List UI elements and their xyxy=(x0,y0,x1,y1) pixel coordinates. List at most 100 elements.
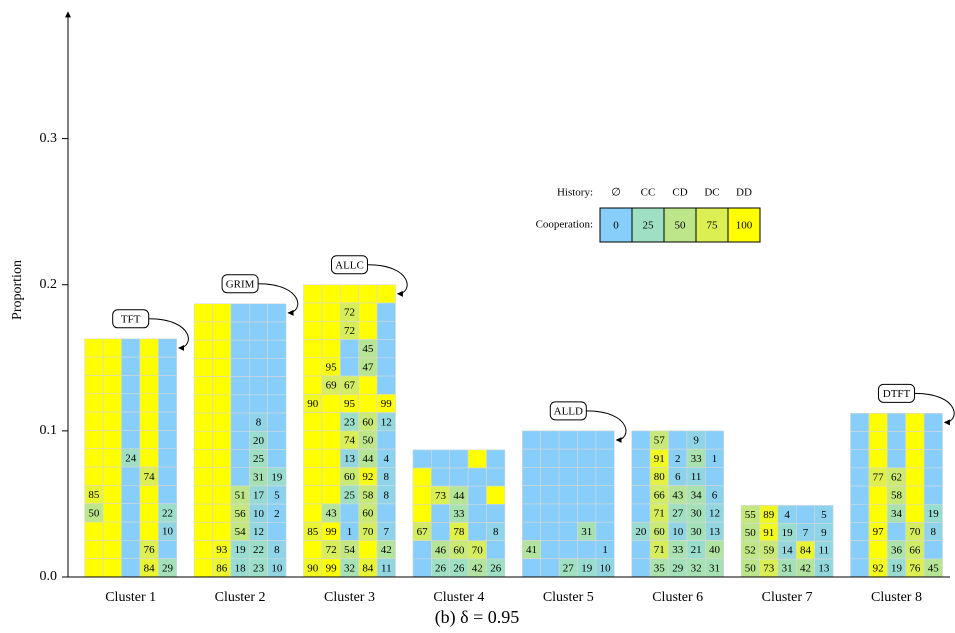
cell xyxy=(267,522,287,541)
cell xyxy=(923,485,943,505)
y-tick-label: 0.2 xyxy=(40,277,58,292)
cell xyxy=(139,503,159,523)
strategy-arrow xyxy=(258,283,299,316)
cell-value: 13 xyxy=(709,526,721,538)
cell xyxy=(850,558,870,578)
cell-value: 84 xyxy=(144,562,156,574)
cell xyxy=(139,375,159,395)
cell xyxy=(868,485,888,505)
cell xyxy=(540,448,560,468)
cell-value: 92 xyxy=(362,471,373,483)
cell xyxy=(923,449,943,469)
cell xyxy=(358,284,378,304)
cell xyxy=(267,449,287,468)
cell xyxy=(139,338,159,358)
cell-value: 42 xyxy=(472,562,483,574)
cell xyxy=(595,448,615,468)
cell-value: 86 xyxy=(216,562,228,574)
cell xyxy=(595,503,615,523)
cell-value: 19 xyxy=(782,527,794,539)
cell-value: 18 xyxy=(235,562,247,574)
cell-value: 12 xyxy=(253,526,264,538)
cell-value: 67 xyxy=(417,526,429,538)
cell xyxy=(303,467,323,486)
cell-value: 34 xyxy=(891,508,903,520)
cell xyxy=(84,356,104,376)
cell xyxy=(595,467,615,486)
cell xyxy=(212,522,232,541)
cell xyxy=(303,540,323,560)
cell-value: 7 xyxy=(803,527,809,539)
cell-value: 76 xyxy=(909,562,921,574)
cell-value: 23 xyxy=(344,416,356,428)
cell xyxy=(321,485,341,505)
cell xyxy=(267,412,287,432)
cell xyxy=(84,558,104,578)
strategy-arrow xyxy=(586,410,627,443)
cell xyxy=(540,485,560,505)
cell-value: 47 xyxy=(362,361,374,373)
cell xyxy=(249,394,269,414)
cell xyxy=(267,321,287,341)
cell xyxy=(430,449,450,469)
cell xyxy=(158,466,178,486)
cell-value: 19 xyxy=(235,544,247,556)
cell-value: 41 xyxy=(526,544,537,556)
cell xyxy=(850,503,870,523)
cell xyxy=(249,303,269,323)
cell xyxy=(339,284,359,304)
cell xyxy=(158,393,178,413)
cell-value: 99 xyxy=(326,562,338,574)
cell xyxy=(358,375,378,395)
cell-value: 80 xyxy=(654,471,666,483)
cell-value: 72 xyxy=(326,544,337,556)
cell-value: 60 xyxy=(654,526,666,538)
cell xyxy=(321,339,341,359)
cell-value: 21 xyxy=(691,544,702,556)
cell xyxy=(212,449,232,468)
cell xyxy=(139,485,159,505)
cell xyxy=(193,303,213,323)
cell xyxy=(358,302,378,322)
cell xyxy=(303,503,323,523)
cell xyxy=(121,411,141,431)
cell-value: 26 xyxy=(453,562,465,574)
cell xyxy=(540,430,560,450)
cell xyxy=(102,338,122,358)
cell-value: 60 xyxy=(362,508,374,520)
cell xyxy=(868,540,888,560)
cell-value: 12 xyxy=(381,416,392,428)
cell xyxy=(486,485,506,505)
strategy-label: ALLD xyxy=(554,405,583,417)
cell xyxy=(121,540,141,559)
cell-value: 44 xyxy=(362,453,374,465)
cell xyxy=(868,503,888,523)
cell-value: 31 xyxy=(253,471,264,483)
cell xyxy=(467,467,487,487)
cell xyxy=(230,467,250,487)
cell xyxy=(358,394,378,413)
x-tick-label: Cluster 6 xyxy=(652,590,703,605)
cell xyxy=(139,393,159,413)
cell xyxy=(102,466,122,486)
cell xyxy=(577,467,597,486)
cell xyxy=(631,448,651,468)
cell xyxy=(158,411,178,431)
cell xyxy=(303,339,323,359)
cell xyxy=(376,375,396,395)
cell xyxy=(449,449,469,469)
cell-value: 4 xyxy=(784,509,790,521)
cell-value: 67 xyxy=(344,380,356,392)
cell-value: 22 xyxy=(253,544,264,556)
cell-value: 27 xyxy=(672,508,684,520)
cell xyxy=(376,339,396,359)
cell-value: 27 xyxy=(563,562,575,574)
cell xyxy=(412,504,432,523)
cell-value: 95 xyxy=(326,361,338,373)
cell-value: 97 xyxy=(873,526,885,538)
cell-value: 20 xyxy=(635,526,647,538)
cell xyxy=(158,430,178,450)
cell-value: 74 xyxy=(344,435,356,447)
cell xyxy=(267,339,287,359)
cell-value: 14 xyxy=(782,545,794,557)
